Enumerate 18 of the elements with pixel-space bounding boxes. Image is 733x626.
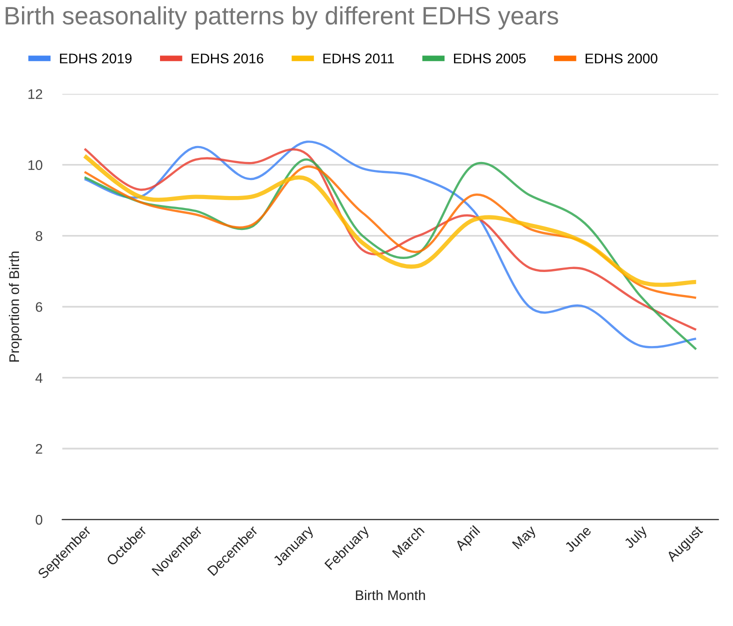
y-tick-label: 6	[36, 302, 42, 312]
legend-label: EDHS 2005	[454, 54, 526, 64]
y-tick-label: 10	[28, 160, 42, 170]
legend-label: EDHS 2000	[586, 54, 658, 64]
y-axis-title: Proportion of Birth	[8, 252, 22, 362]
y-tick-label: 4	[35, 373, 42, 383]
legend-label: EDHS 2019	[60, 54, 132, 64]
x-tick-label: July	[623, 524, 650, 551]
chart-title: Birth seasonality patterns by different EDHS years	[6, 6, 558, 30]
y-tick-label: 8	[36, 231, 42, 241]
y-tick-label: 0	[36, 514, 42, 525]
x-axis-title: Birth Month	[356, 590, 425, 600]
y-tick-label: 2	[36, 444, 42, 454]
y-tick-label: 12	[28, 89, 42, 99]
x-tick-label: May	[512, 524, 538, 552]
legend-label: EDHS 2011	[323, 54, 394, 64]
legend-label: EDHS 2016	[192, 54, 264, 64]
line-series	[83, 166, 698, 299]
